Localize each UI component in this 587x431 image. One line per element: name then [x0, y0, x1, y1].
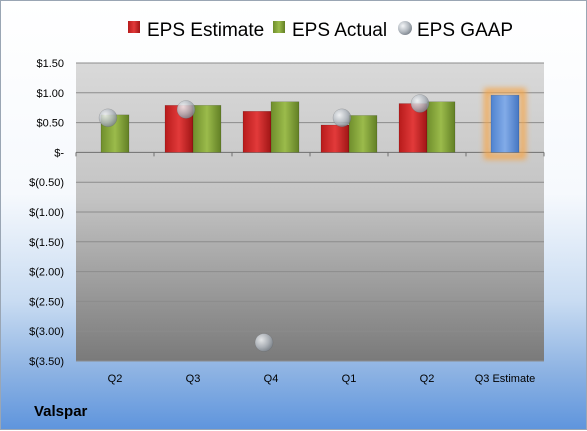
y-tick-label: $(1.00) [29, 207, 64, 219]
legend-label-eps-gaap: EPS GAAP [417, 20, 513, 41]
q3-estimate-bar [490, 94, 520, 153]
eps-actual-bar [192, 105, 222, 153]
legend-swatch-eps-actual [273, 21, 285, 33]
x-tick-label: Q3 Estimate [475, 373, 536, 385]
company-name: Valspar [34, 403, 88, 420]
q3-estimate-highlight [484, 88, 526, 160]
x-tick-label: Q2 [108, 373, 123, 385]
y-tick-label: $0.50 [36, 118, 64, 130]
x-tick-label: Q1 [342, 373, 357, 385]
x-tick-label: Q3 [186, 373, 201, 385]
legend: EPS Estimate EPS Actual EPS GAAP [128, 20, 513, 41]
eps-gaap-marker [254, 333, 274, 352]
y-tick-label: $(1.50) [29, 237, 64, 249]
legend-item-eps-gaap: EPS GAAP [398, 20, 513, 41]
y-axis: $1.50 $1.00 $0.50 $- $(0.50) $(1.00) $(1.50) $(… [29, 58, 64, 368]
eps-actual-bar [270, 101, 300, 153]
eps-gaap-marker [176, 100, 196, 119]
legend-item-eps-actual: EPS Actual [273, 20, 387, 41]
legend-swatch-eps-gaap [398, 21, 412, 35]
eps-actual-bar [426, 101, 456, 153]
bars [100, 88, 526, 160]
eps-gaap-marker [410, 94, 430, 113]
gridlines [76, 62, 544, 362]
legend-label-eps-actual: EPS Actual [292, 20, 387, 41]
y-tick-label: $(2.00) [29, 267, 64, 279]
gaap-markers [98, 94, 430, 352]
legend-item-eps-estimate: EPS Estimate [128, 20, 264, 41]
y-tick-label: $(3.00) [29, 326, 64, 338]
legend-label-eps-estimate: EPS Estimate [147, 20, 264, 41]
y-tick-label: $(2.50) [29, 296, 64, 308]
legend-swatch-eps-estimate [128, 21, 140, 33]
y-tick-label: $1.50 [36, 58, 64, 70]
y-tick-label: $1.00 [36, 88, 64, 100]
eps-gaap-marker [332, 108, 352, 128]
x-tick-label: Q2 [420, 373, 435, 385]
y-tick-label: $(0.50) [29, 177, 64, 189]
x-axis: Q2 Q3 Q4 Q1 Q2 Q3 Estimate [75, 152, 545, 385]
eps-actual-bar [348, 115, 378, 153]
y-tick-label: $(3.50) [29, 356, 64, 368]
eps-estimate-bar [242, 111, 272, 153]
y-tick-label: $- [54, 147, 64, 159]
eps-estimate-bar [320, 124, 350, 153]
x-tick-label: Q4 [264, 373, 279, 385]
eps-gaap-marker [98, 108, 118, 128]
